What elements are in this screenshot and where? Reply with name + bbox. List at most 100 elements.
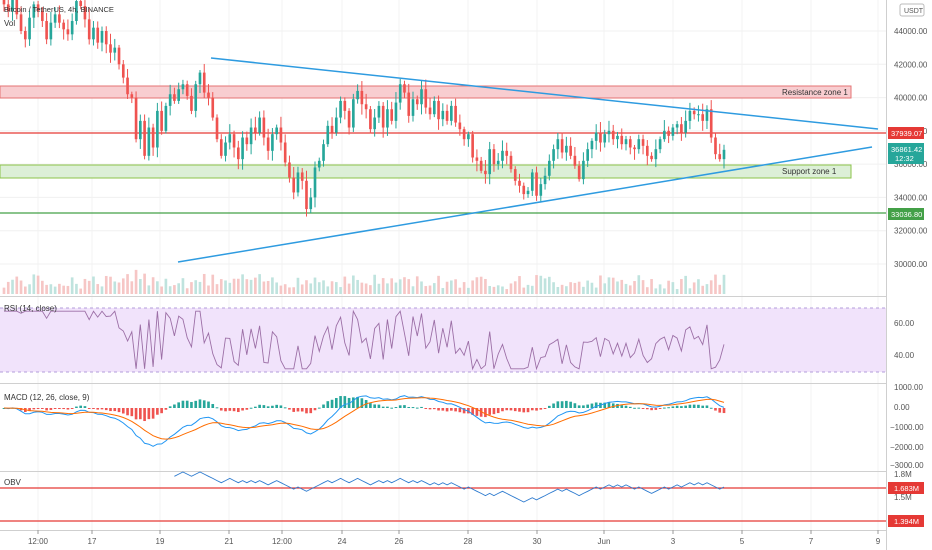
volume-bar [87, 280, 91, 294]
candle-body [411, 99, 415, 116]
volume-bar [190, 282, 193, 294]
candle-body [573, 155, 577, 166]
candle-body [475, 157, 479, 161]
volume-bar [322, 280, 325, 294]
macd-histogram-bar [215, 407, 219, 409]
candle-body [245, 137, 249, 145]
candle-body [266, 137, 270, 151]
macd-histogram-bar [611, 403, 615, 408]
volume-bar [607, 277, 611, 294]
macd-histogram-bar [492, 408, 496, 415]
macd-histogram-bar [58, 408, 61, 409]
macd-histogram-bar [143, 408, 146, 422]
macd-histogram-bar [347, 397, 351, 408]
volume-bar [415, 276, 419, 294]
volume-bar [573, 282, 577, 294]
volume-bar [79, 288, 83, 294]
macd-histogram-bar [113, 408, 117, 412]
candle-body [134, 97, 138, 140]
candle-body [130, 94, 134, 98]
candle-body [241, 137, 244, 160]
candle-body [688, 110, 692, 121]
volume-bar [305, 280, 308, 294]
volume-bar [398, 279, 402, 294]
candle-body [556, 139, 560, 150]
candle-body [407, 92, 411, 116]
candle-body [624, 139, 628, 145]
macd-histogram-bar [390, 407, 394, 409]
volume-bar [501, 286, 504, 294]
obv-upper-badge [888, 482, 924, 494]
volume-bar [697, 279, 700, 294]
candle-body [317, 160, 321, 168]
volume-bar [709, 280, 713, 294]
macd-histogram-bar [667, 407, 670, 409]
macd-histogram-bar [258, 404, 261, 408]
candle-body [462, 129, 466, 140]
volume-bar [109, 276, 112, 294]
volume-bar [96, 284, 100, 294]
macd-histogram-bar [488, 408, 492, 415]
macd-histogram-bar [420, 406, 423, 408]
currency-badge[interactable] [899, 3, 925, 17]
candle-body [79, 1, 83, 7]
volume-bar [488, 285, 492, 294]
candle-body [113, 47, 117, 53]
candle-body [611, 130, 615, 140]
time-tick-label: 17 [88, 537, 97, 546]
candle-body [126, 77, 129, 95]
price-tick-label: 32000.00 [894, 227, 928, 236]
candle-body [714, 137, 717, 155]
volume-bar [505, 289, 509, 294]
time-tick-label: 21 [225, 537, 234, 546]
macd-histogram-bar [219, 408, 223, 411]
macd-line [3, 395, 725, 447]
macd-histogram-bar [224, 408, 227, 412]
macd-histogram-bar [228, 408, 232, 411]
volume-bar [539, 275, 543, 294]
volume-bar [143, 273, 146, 294]
volume-bar [645, 287, 649, 294]
support-price-badge [888, 208, 924, 220]
volume-bar [100, 286, 104, 294]
volume-bar [688, 288, 692, 294]
macd-histogram-bar [573, 403, 577, 408]
macd-histogram-bar [428, 408, 432, 410]
volume-bar [692, 282, 696, 294]
volume-bar [492, 286, 496, 294]
candle-body [356, 90, 359, 100]
candle-body [53, 14, 57, 23]
volume-bar [590, 282, 594, 294]
macd-histogram-bar [190, 401, 193, 408]
volume-bar [369, 285, 372, 294]
macd-signal-line [3, 397, 725, 440]
volume-bar [343, 276, 347, 294]
volume-bar [599, 275, 602, 294]
volume-bar [616, 281, 619, 294]
candle-body [471, 134, 474, 158]
candle-body [552, 149, 555, 161]
volume-bar [15, 276, 19, 294]
candle-body [492, 149, 496, 165]
volume-bar [241, 274, 244, 294]
time-tick-label: 24 [338, 537, 347, 546]
macd-histogram-bar [275, 404, 278, 408]
volume-bar [450, 280, 453, 294]
support-zone-label: Support zone 1 [782, 167, 837, 176]
time-tick-label: 5 [740, 537, 745, 546]
rsi-tick-40: 40.00 [894, 351, 915, 360]
macd-label: MACD (12, 26, close, 9) [4, 393, 90, 402]
volume-bar [2, 287, 6, 294]
volume-bar [441, 288, 445, 294]
volume-bar [611, 277, 615, 294]
descending-trendline[interactable] [210, 57, 879, 130]
candle-body [620, 135, 624, 145]
ascending-trendline[interactable] [177, 146, 873, 263]
candle-body [518, 180, 521, 186]
macd-histogram-bar [156, 408, 159, 415]
candle-body [288, 162, 291, 178]
candle-body [258, 117, 261, 133]
macd-histogram-bar [104, 408, 108, 411]
